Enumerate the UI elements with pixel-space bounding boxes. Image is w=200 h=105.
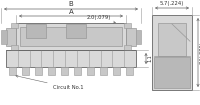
Bar bbox=[6, 50, 136, 67]
Bar bbox=[6, 28, 16, 46]
Bar bbox=[1, 30, 7, 44]
Bar bbox=[124, 23, 131, 28]
Bar bbox=[158, 22, 186, 56]
Bar bbox=[11, 45, 18, 50]
Bar bbox=[136, 30, 141, 44]
Bar bbox=[16, 23, 126, 50]
Bar bbox=[11, 23, 18, 28]
Bar bbox=[126, 28, 136, 46]
Bar bbox=[74, 67, 81, 75]
Text: Circuit No.1: Circuit No.1 bbox=[16, 75, 83, 90]
Text: 1.1: 1.1 bbox=[148, 55, 153, 62]
Bar bbox=[126, 67, 133, 75]
Text: B: B bbox=[69, 1, 73, 7]
Text: 2.0(.079): 2.0(.079) bbox=[87, 15, 115, 23]
Bar bbox=[87, 67, 94, 75]
Bar bbox=[100, 67, 107, 75]
Bar bbox=[9, 67, 16, 75]
Text: 5.7(.224): 5.7(.224) bbox=[160, 1, 184, 7]
Bar bbox=[154, 56, 190, 88]
Bar bbox=[113, 67, 120, 75]
Bar bbox=[124, 45, 131, 50]
Bar bbox=[66, 24, 86, 38]
Bar bbox=[26, 24, 46, 38]
Bar bbox=[22, 67, 29, 75]
Text: A: A bbox=[69, 9, 73, 14]
Bar bbox=[48, 67, 55, 75]
Bar bbox=[61, 67, 68, 75]
Bar bbox=[20, 27, 122, 46]
Bar bbox=[35, 67, 42, 75]
Bar bbox=[152, 15, 192, 90]
